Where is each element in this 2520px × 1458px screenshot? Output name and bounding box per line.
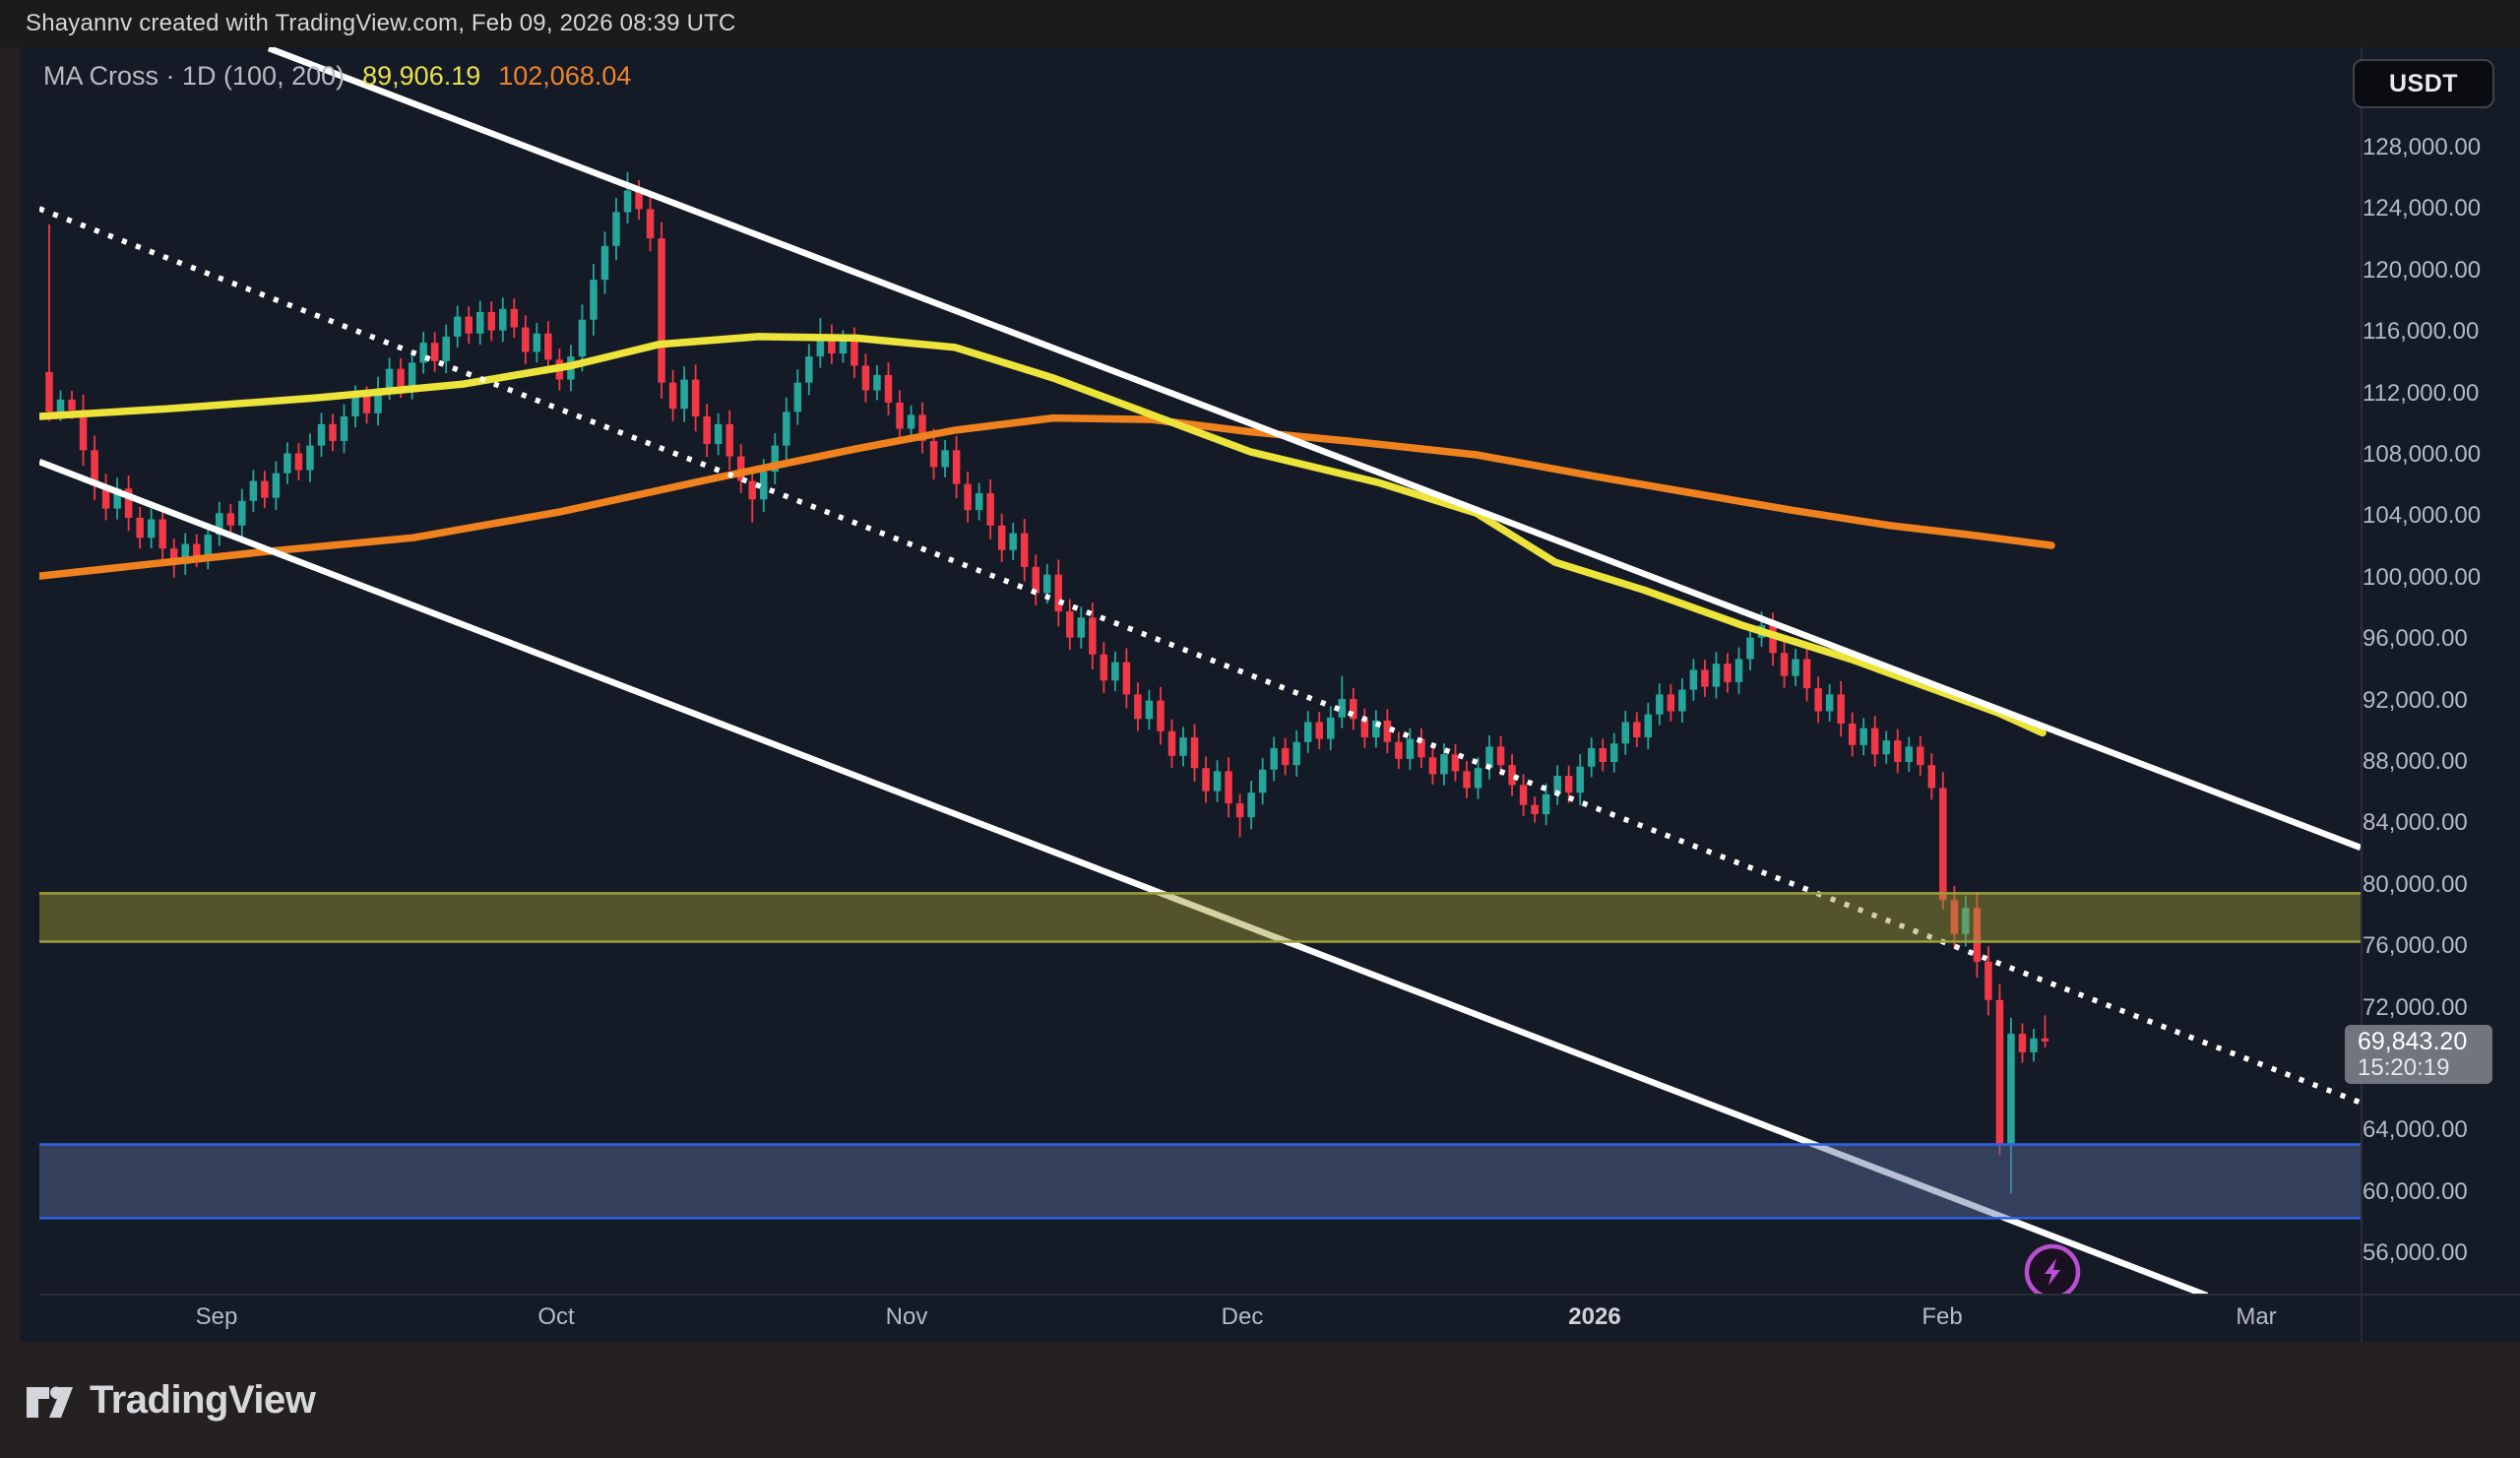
chart-pane[interactable] [20, 47, 2520, 1342]
price-axis-label: 56,000.00 [2362, 1239, 2468, 1267]
bottom-toolbar: TradingView [0, 1342, 2520, 1458]
pane-content [39, 47, 2361, 1298]
currency-toggle-button[interactable]: USDT [2353, 59, 2494, 108]
channel-bottom-trendline[interactable] [39, 458, 2209, 1296]
ma100-line[interactable] [39, 333, 2047, 737]
time-axis-label: Sep [195, 1303, 238, 1330]
price-axis-label: 112,000.00 [2362, 379, 2480, 407]
channel-top-trendline[interactable] [267, 47, 2361, 852]
tradingview-logo-icon [27, 1386, 73, 1418]
lightning-marker[interactable] [2024, 1243, 2081, 1298]
price-axis-label: 60,000.00 [2362, 1177, 2468, 1205]
last-price-badge: 69,843.20 15:20:19 [2345, 1025, 2492, 1085]
ma200-value: 102,068.04 [498, 61, 632, 91]
indicator-legend[interactable]: MA Cross · 1D (100, 200) 89,906.19 102,0… [43, 61, 631, 92]
price-axis-label: 108,000.00 [2362, 441, 2482, 468]
price-scale[interactable]: 69,843.20 15:20:19 128,000.00 124,000.00 1… [2343, 47, 2502, 1295]
price-axis-label: 88,000.00 [2362, 748, 2468, 775]
price-axis-label: 120,000.00 [2362, 256, 2482, 284]
price-axis-label: 116,000.00 [2362, 318, 2480, 346]
time-axis-label: Dec [1221, 1303, 1264, 1330]
ma200-line[interactable] [39, 413, 2055, 580]
chart-background [20, 47, 2520, 1342]
header-bar: Shayannv created with TradingView.com, F… [0, 0, 2520, 47]
time-axis-label: Nov [885, 1303, 928, 1330]
price-axis-label: 76,000.00 [2362, 932, 2468, 960]
ma100-value: 89,906.19 [362, 61, 481, 91]
support-zone-band[interactable] [39, 1143, 2361, 1220]
time-axis-label: Feb [1922, 1303, 1963, 1330]
time-axis-label: Mar [2236, 1303, 2277, 1330]
price-axis-label: 104,000.00 [2362, 502, 2482, 530]
tradingview-logo[interactable]: TradingView [26, 1377, 316, 1423]
tradingview-logo-text: TradingView [90, 1377, 316, 1422]
price-axis-label: 128,000.00 [2362, 134, 2482, 160]
price-axis-label: 96,000.00 [2362, 625, 2468, 653]
price-axis-label: 64,000.00 [2362, 1116, 2468, 1144]
resistance-zone-band[interactable] [39, 892, 2361, 943]
bar-countdown: 15:20:19 [2358, 1054, 2450, 1082]
candlestick-chart-canvas[interactable] [20, 47, 2520, 1342]
price-axis-label: 100,000.00 [2362, 563, 2482, 591]
price-axis-label: 72,000.00 [2362, 993, 2468, 1021]
time-axis-label: 2026 [1568, 1303, 1621, 1330]
channel-mid-dotted-trendline[interactable] [39, 206, 2361, 1106]
watermark-attribution-text: Shayannv created with TradingView.com, F… [26, 10, 736, 36]
price-axis-label: 124,000.00 [2362, 195, 2482, 222]
price-axis-label: 80,000.00 [2362, 870, 2468, 898]
candlestick-series [45, 171, 2049, 1194]
price-axis-label: 92,000.00 [2362, 686, 2468, 714]
last-price-value: 69,843.20 [2358, 1028, 2468, 1056]
indicator-title[interactable]: MA Cross · 1D (100, 200) [43, 61, 346, 91]
time-axis-label: Oct [537, 1303, 575, 1330]
price-axis-label: 84,000.00 [2362, 809, 2468, 837]
time-scale[interactable]: Sep Oct Nov Dec 2026 Feb Mar [20, 1295, 2502, 1342]
